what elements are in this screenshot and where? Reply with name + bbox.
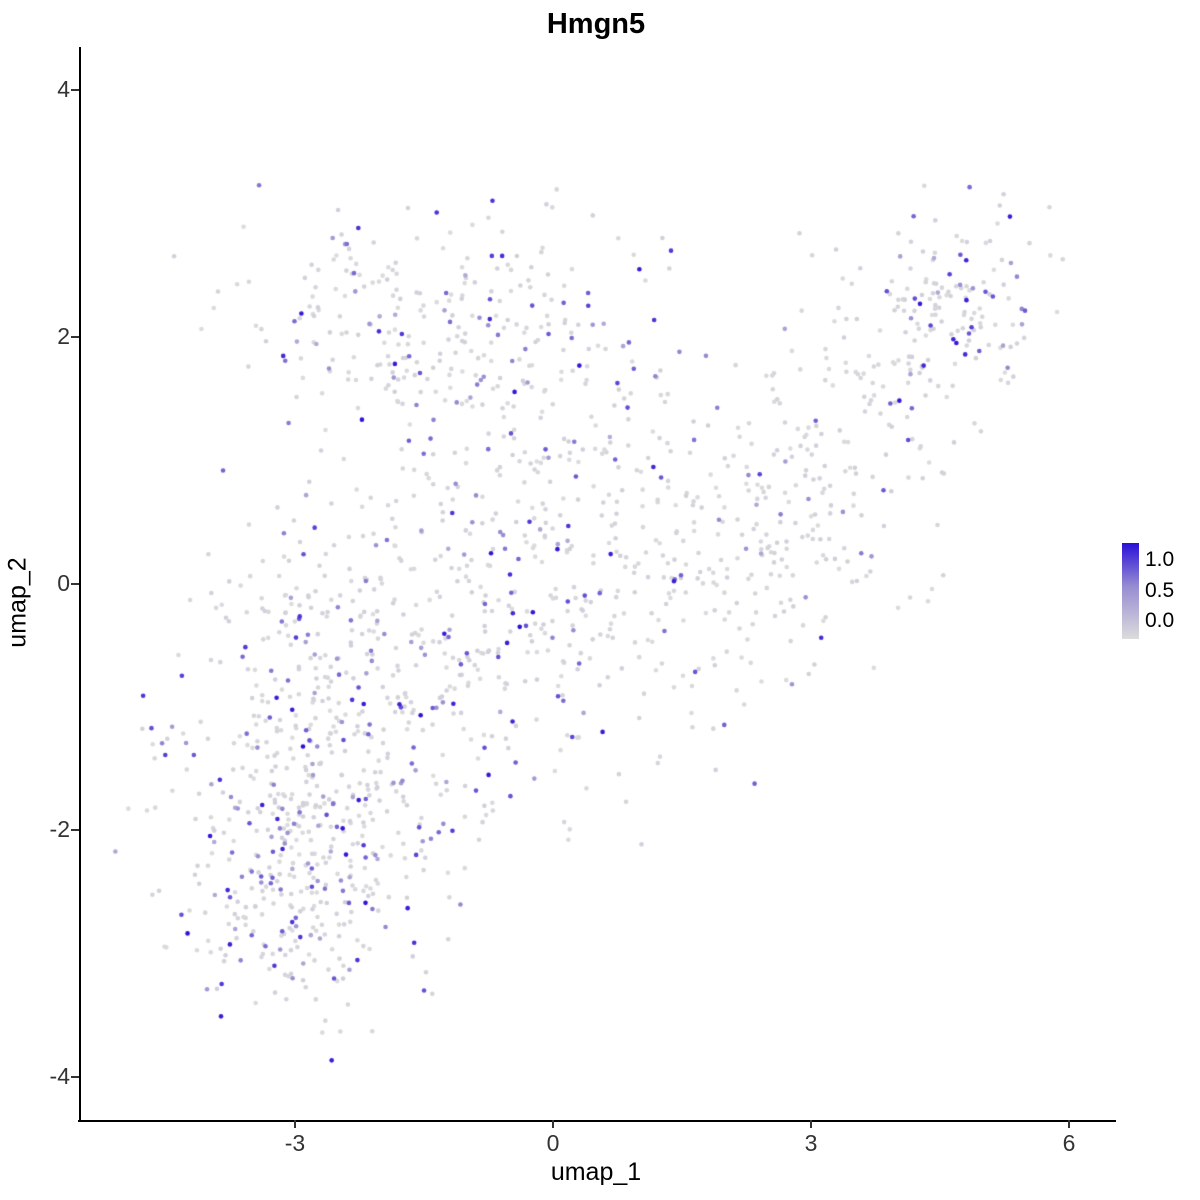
x-tick-mark xyxy=(810,1120,812,1128)
legend-label-high: 1.0 xyxy=(1145,548,1175,571)
y-tick-mark xyxy=(71,1075,79,1078)
y-axis-line xyxy=(79,47,81,1122)
x-tick-mark xyxy=(1068,1120,1070,1128)
x-axis-line xyxy=(78,1120,1116,1122)
expression-colorbar-legend: 1.0 0.5 0.0 xyxy=(1122,543,1174,639)
colorbar-gradient xyxy=(1122,543,1139,639)
y-tick-mark xyxy=(71,89,79,92)
y-tick-label: -4 xyxy=(49,1062,70,1089)
x-axis-label: umap_1 xyxy=(550,1158,642,1186)
x-tick-label: 3 xyxy=(804,1130,818,1156)
y-tick-mark xyxy=(71,335,79,338)
x-tick-label: 6 xyxy=(1062,1130,1076,1156)
y-tick-label: 0 xyxy=(57,569,70,596)
x-tick-label: -3 xyxy=(284,1130,306,1156)
legend-label-low: 0.0 xyxy=(1145,609,1175,632)
x-tick-mark xyxy=(552,1120,554,1128)
y-axis-label: umap_2 xyxy=(3,557,32,648)
colorbar-labels: 1.0 0.5 0.0 xyxy=(1145,543,1174,639)
x-tick-mark xyxy=(294,1120,296,1128)
y-tick-mark xyxy=(71,582,79,585)
legend-label-mid: 0.5 xyxy=(1145,578,1175,602)
y-tick-label: 2 xyxy=(57,322,70,349)
y-tick-label: 4 xyxy=(57,76,70,103)
y-tick-label: -2 xyxy=(49,816,70,843)
x-tick-label: 0 xyxy=(546,1130,560,1156)
y-tick-mark xyxy=(71,829,79,832)
